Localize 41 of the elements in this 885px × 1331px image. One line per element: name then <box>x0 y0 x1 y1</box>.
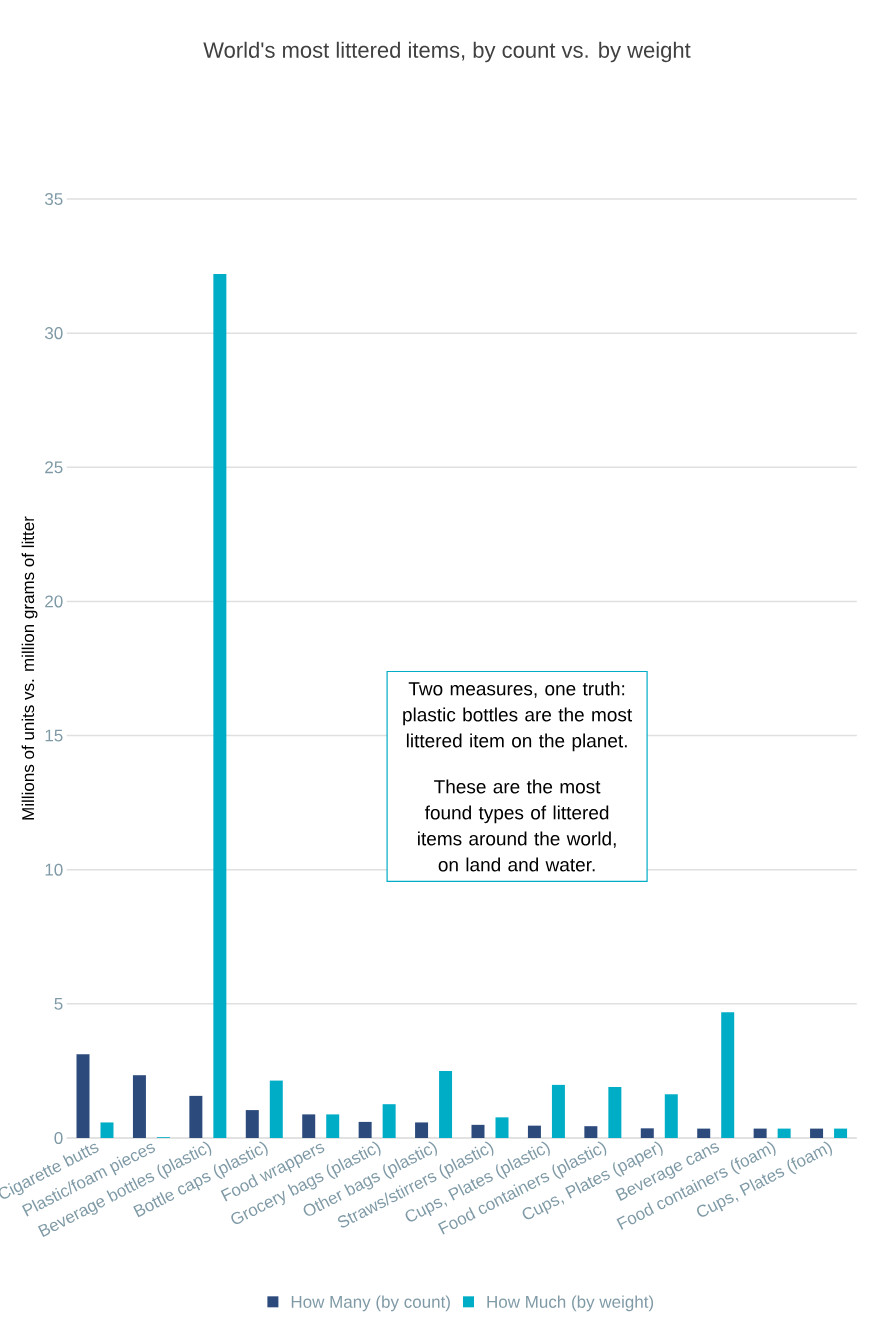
bar <box>608 1087 622 1138</box>
bar <box>439 1070 453 1138</box>
bar <box>834 1128 848 1138</box>
y-tick-label: 15 <box>45 729 63 742</box>
annotation: These are the most found types of littered items around the world, on land and water. <box>418 779 616 872</box>
y-tick-label: 25 <box>45 461 63 474</box>
bar <box>132 1075 146 1138</box>
y-tick-label: 10 <box>45 863 63 876</box>
bar <box>189 1095 203 1138</box>
bar <box>471 1124 485 1138</box>
bar <box>326 1114 340 1138</box>
bar <box>213 274 227 1138</box>
legend-label: How Many (by count) <box>291 1295 450 1312</box>
bar <box>76 1054 90 1138</box>
bar <box>415 1122 429 1138</box>
bar <box>753 1128 767 1138</box>
bar <box>551 1084 565 1138</box>
bar <box>495 1117 509 1138</box>
bar <box>245 1110 259 1138</box>
bar <box>527 1125 541 1138</box>
y-tick-label: 0 <box>54 1131 63 1145</box>
bar <box>640 1128 654 1138</box>
bar <box>382 1104 396 1138</box>
y-axis-title: Millions of units vs. million grams of litter <box>21 516 38 820</box>
bar <box>697 1128 711 1138</box>
bar <box>302 1114 316 1138</box>
chart-title: World's most littered items, by count vs. by weight <box>203 41 691 63</box>
bar <box>584 1126 598 1138</box>
bar <box>777 1128 791 1138</box>
y-tick-label: 5 <box>54 997 63 1010</box>
bar <box>664 1094 678 1138</box>
bar <box>721 1012 735 1138</box>
bar <box>100 1122 114 1138</box>
y-tick-label: 30 <box>44 327 63 340</box>
y-tick-label: 35 <box>44 192 63 206</box>
y-tick-label: 20 <box>45 595 63 608</box>
bar <box>810 1128 824 1138</box>
legend-label: How Much (by weight) <box>487 1295 654 1312</box>
bar <box>269 1080 283 1138</box>
annotation: Two measures, one truth: plastic bottles are the most littered item on the planet. <box>403 681 633 752</box>
bar <box>358 1121 372 1138</box>
